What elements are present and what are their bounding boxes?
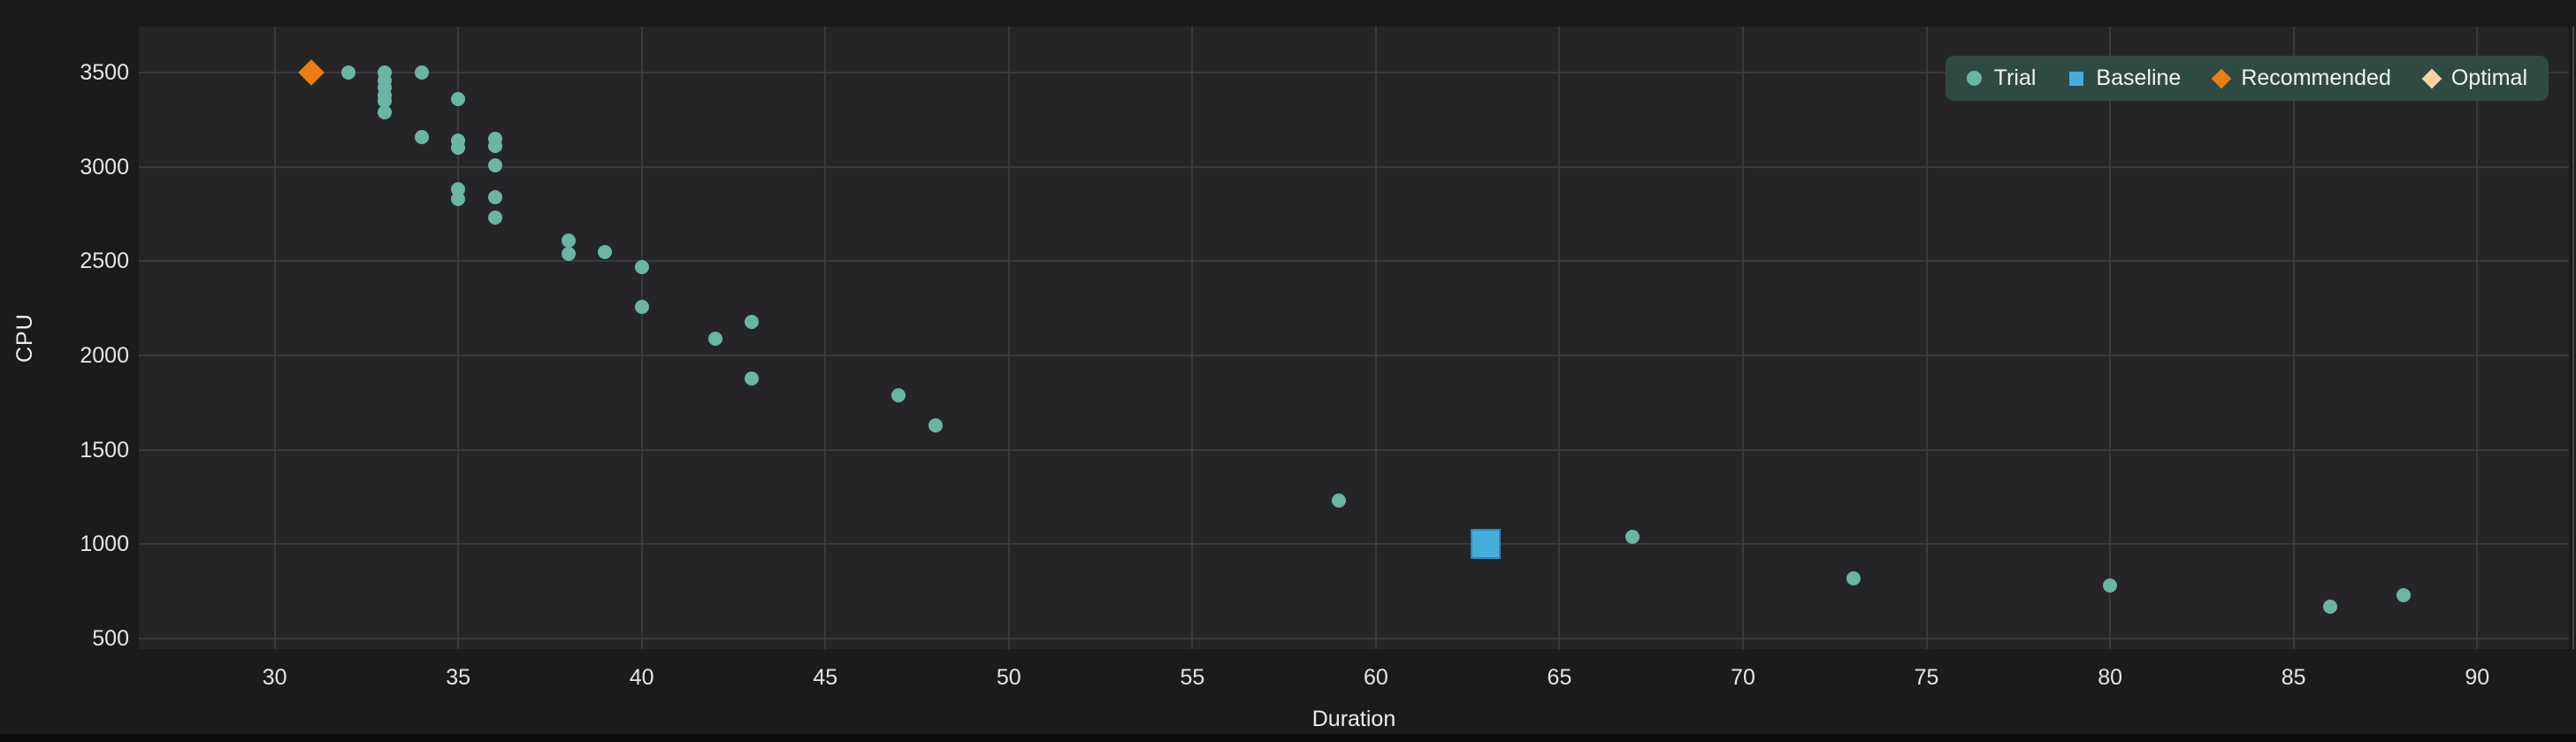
legend-label: Baseline [2096, 65, 2182, 90]
gridline-x-55 [1191, 27, 1194, 649]
point-trial[interactable] [598, 244, 613, 259]
x-tick-label: 65 [1547, 665, 1572, 690]
plot-right-edge-line [2572, 27, 2574, 649]
point-trial[interactable] [707, 331, 722, 346]
x-tick-label: 85 [2281, 665, 2306, 690]
point-trial[interactable] [1625, 529, 1640, 544]
point-trial[interactable] [745, 371, 760, 386]
x-tick-label: 80 [2098, 665, 2123, 690]
gridline-y-2500 [139, 260, 2569, 263]
legend-item-baseline[interactable]: Baseline [2069, 65, 2181, 91]
point-trial[interactable] [378, 104, 393, 119]
gridline-x-50 [1007, 27, 1010, 649]
point-trial[interactable] [451, 141, 466, 156]
point-trial[interactable] [745, 314, 760, 329]
y-tick-label: 500 [92, 626, 129, 652]
x-tick-label: 55 [1180, 665, 1205, 690]
point-baseline[interactable] [1471, 529, 1502, 560]
point-trial[interactable] [2323, 599, 2338, 614]
point-trial[interactable] [891, 387, 906, 402]
point-trial[interactable] [340, 65, 355, 80]
gridline-x-85 [2292, 27, 2295, 649]
gridline-x-45 [824, 27, 827, 649]
gridline-x-35 [457, 27, 460, 649]
point-trial[interactable] [378, 94, 393, 109]
recommended-diamond-icon [2212, 68, 2232, 88]
gridline-x-90 [2476, 27, 2479, 649]
gridline-x-30 [273, 27, 276, 649]
point-trial[interactable] [487, 189, 502, 204]
y-tick-label: 3500 [80, 60, 129, 86]
baseline-square-icon [2069, 71, 2084, 86]
trial-circle-icon [1966, 71, 1982, 86]
point-trial[interactable] [487, 210, 502, 226]
gridline-y-500 [139, 638, 2569, 640]
point-trial[interactable] [2103, 578, 2118, 593]
point-trial[interactable] [928, 417, 943, 432]
gridline-y-3500 [139, 72, 2569, 74]
plot-area [139, 27, 2574, 649]
x-tick-label: 45 [813, 665, 838, 690]
y-tick-label: 1500 [80, 437, 129, 463]
point-trial[interactable] [561, 233, 576, 248]
point-trial[interactable] [634, 299, 649, 314]
gridline-y-3000 [139, 165, 2569, 168]
point-trial[interactable] [451, 91, 466, 106]
point-trial[interactable] [414, 65, 429, 80]
y-axis-title: CPU [12, 313, 37, 363]
bottom-edge-strip [0, 734, 2576, 742]
x-tick-label: 90 [2465, 665, 2490, 690]
gridline-x-80 [2109, 27, 2112, 649]
point-trial[interactable] [561, 246, 576, 261]
gridline-y-1500 [139, 448, 2569, 451]
gridline-x-70 [1742, 27, 1744, 649]
point-trial[interactable] [414, 129, 429, 144]
point-trial[interactable] [2396, 587, 2412, 602]
gridline-x-40 [640, 27, 643, 649]
optimal-diamond-icon [2421, 68, 2442, 88]
point-trial[interactable] [487, 157, 502, 172]
point-trial[interactable] [451, 191, 466, 206]
gridline-x-75 [1925, 27, 1928, 649]
point-trial[interactable] [634, 259, 649, 274]
point-recommended[interactable] [298, 59, 325, 86]
y-tick-label: 2500 [80, 249, 129, 274]
legend: Trial Baseline Recommended Optimal [1945, 56, 2549, 101]
x-tick-label: 75 [1914, 665, 1939, 690]
point-trial[interactable] [1846, 570, 1861, 585]
y-tick-label: 1000 [80, 532, 129, 557]
legend-label: Recommended [2241, 65, 2391, 90]
legend-item-trial[interactable]: Trial [1966, 65, 2037, 91]
legend-label: Trial [1993, 65, 2037, 90]
y-tick-label: 2000 [80, 343, 129, 369]
y-tick-label: 3000 [80, 154, 129, 180]
x-tick-label: 40 [629, 665, 654, 690]
x-tick-label: 50 [996, 665, 1021, 690]
legend-label: Optimal [2450, 65, 2527, 90]
x-tick-label: 70 [1731, 665, 1755, 690]
gridline-y-1000 [139, 543, 2569, 546]
x-tick-label: 30 [262, 665, 287, 690]
legend-item-optimal[interactable]: Optimal [2421, 65, 2527, 91]
point-trial[interactable] [1332, 493, 1347, 509]
gridline-x-65 [1558, 27, 1561, 649]
point-trial[interactable] [487, 139, 502, 154]
gridline-y-2000 [139, 355, 2569, 357]
x-tick-label: 60 [1364, 665, 1388, 690]
x-tick-label: 35 [446, 665, 471, 690]
legend-item-recommended[interactable]: Recommended [2212, 65, 2391, 91]
x-axis-title: Duration [1311, 707, 1396, 731]
gridline-x-60 [1374, 27, 1377, 649]
